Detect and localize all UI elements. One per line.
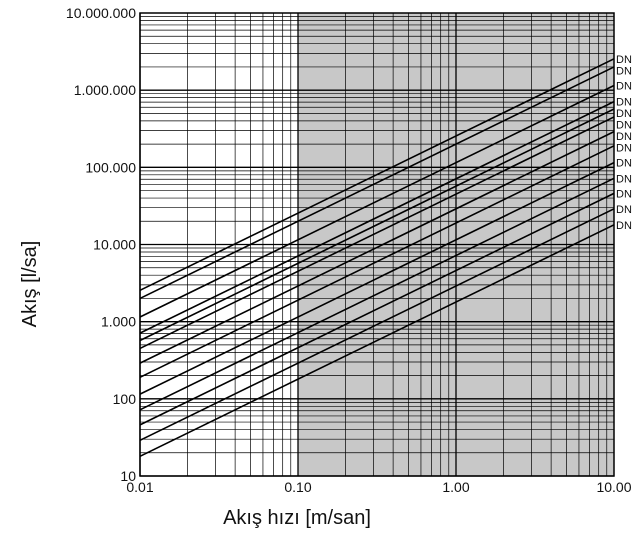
- y-tick-labels: 10 100 1.000 10.000 100.000 1.000.000 10.000.0…: [66, 5, 136, 484]
- series-label-9: DN: [616, 158, 632, 170]
- y-tick-label: 10.000.000: [66, 5, 136, 21]
- series-line-6: [139, 116, 615, 350]
- plot-frame: [139, 12, 615, 477]
- y-tick-label: 100: [113, 391, 137, 407]
- x-tick-label: 0.10: [284, 479, 311, 495]
- series-label-10: DN: [616, 173, 632, 185]
- x-tick-labels: 0.01 0.10 1.00 10.00: [126, 479, 631, 495]
- series-label-2: DN: [616, 65, 632, 77]
- y-tick-label: 1.000.000: [74, 82, 136, 98]
- series-label-13: DN: [616, 220, 632, 232]
- grid-lines: [139, 13, 614, 477]
- series-label-6: DN: [616, 120, 632, 132]
- series-label-5: DN: [616, 108, 632, 120]
- y-tick-label: 100.000: [85, 159, 136, 175]
- x-axis-title: Akış hızı [m/san]: [223, 507, 371, 529]
- series-label-7: DN: [616, 131, 632, 143]
- series-line-13: [139, 224, 615, 458]
- series-label-1: DN: [616, 54, 632, 66]
- series-label-12: DN: [616, 204, 632, 216]
- x-tick-label: 10.00: [596, 479, 631, 495]
- y-axis-title: Akış [l/sa]: [19, 241, 41, 328]
- series-line-1: [139, 58, 615, 292]
- y-tick-label: 10.000: [93, 237, 136, 253]
- series-line-5: [139, 108, 615, 342]
- series-line-8: [139, 145, 615, 379]
- series-lines: [139, 58, 615, 458]
- plot-border: [139, 12, 615, 477]
- series-line-12: [139, 208, 615, 442]
- series-line-9: [139, 161, 615, 395]
- series-line-11: [139, 192, 615, 426]
- x-tick-label: 0.01: [126, 479, 153, 495]
- series-label-3: DN: [616, 80, 632, 92]
- series-label-8: DN: [616, 143, 632, 155]
- y-tick-label: 1.000: [101, 314, 136, 330]
- series-line-2: [139, 66, 615, 300]
- series-line-10: [139, 177, 615, 411]
- y-tick-label: 10: [120, 468, 136, 484]
- series-line-7: [139, 130, 615, 364]
- series-label-4: DN: [616, 97, 632, 109]
- series-line-4: [139, 100, 615, 334]
- series-label-11: DN: [616, 188, 632, 200]
- series-line-3: [139, 84, 615, 318]
- x-tick-label: 1.00: [442, 479, 469, 495]
